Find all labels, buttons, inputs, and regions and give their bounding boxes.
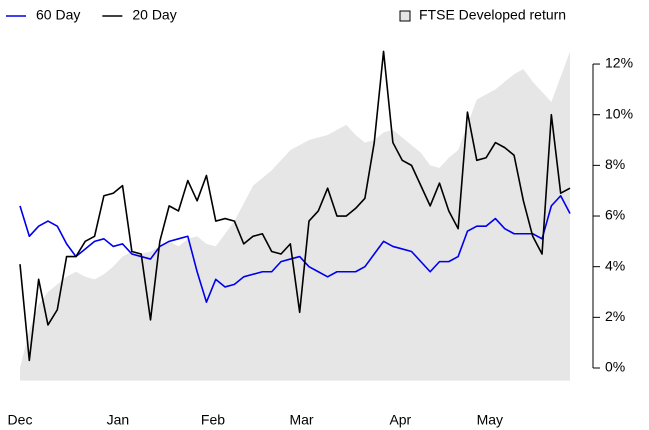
line (19, 194, 571, 303)
x-tick-label: Apr (389, 412, 411, 428)
legend-label: 20 Day (132, 7, 176, 23)
x-tick-label: Feb (201, 412, 225, 428)
line (19, 50, 571, 362)
y-tick-label: 6% (605, 207, 625, 223)
area (20, 51, 570, 381)
y-tick-label: 2% (605, 308, 625, 324)
legend-swatch (399, 10, 411, 22)
y-tick-label: 10% (605, 105, 633, 121)
y-tick-label: 4% (605, 257, 625, 273)
y-tick-label: 12% (605, 55, 633, 71)
y-tick-label: 0% (605, 359, 625, 375)
x-tick-label: May (477, 412, 503, 428)
x-tick-label: Dec (8, 412, 33, 428)
x-tick-label: Mar (289, 412, 313, 428)
legend-label: 60 Day (36, 7, 80, 23)
x-tick-label: Jan (107, 412, 130, 428)
legend-label: FTSE Developed return (419, 7, 566, 23)
y-tick-label: 8% (605, 156, 625, 172)
